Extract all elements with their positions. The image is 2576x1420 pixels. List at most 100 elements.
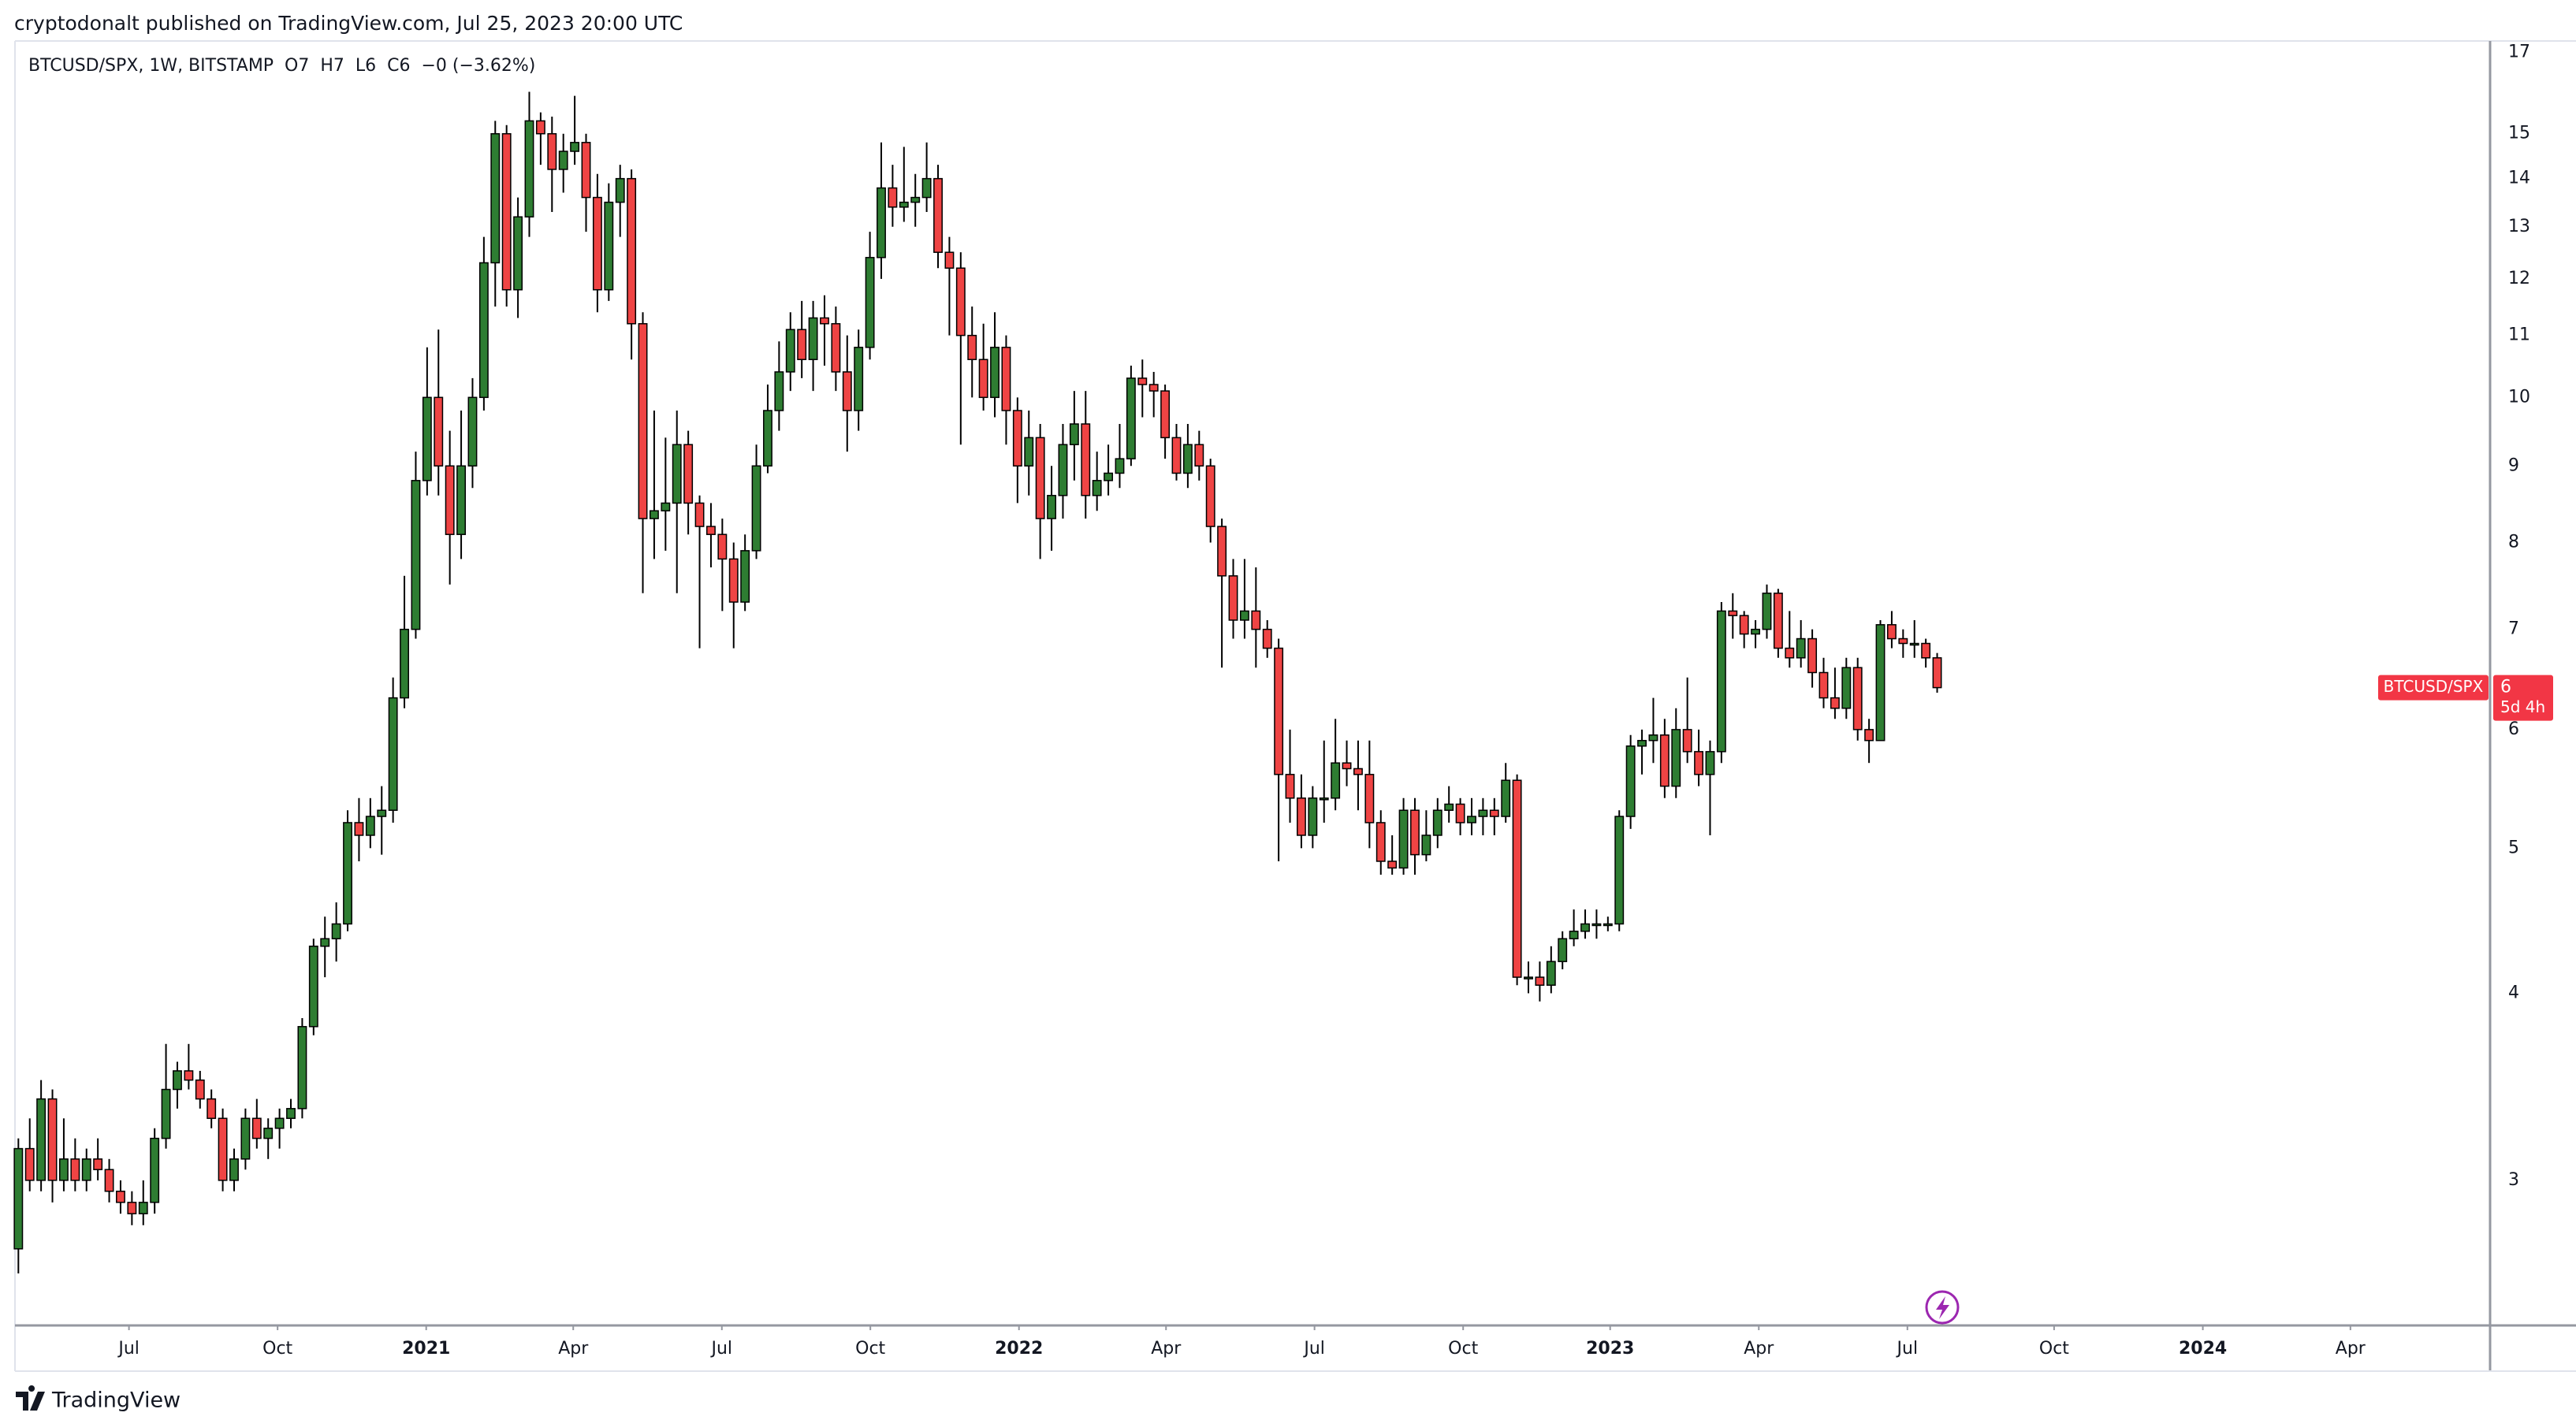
candle-body <box>570 142 580 152</box>
candle-body <box>513 216 523 291</box>
candle-body <box>1035 437 1045 519</box>
candle-body <box>865 257 875 348</box>
candle-body <box>1171 437 1182 474</box>
x-tick-label: Apr <box>558 1339 589 1359</box>
candle-body <box>1818 671 1829 699</box>
candle-body <box>1830 697 1840 709</box>
candle-body <box>581 142 591 199</box>
candle-body <box>1512 779 1522 978</box>
candle-body <box>1648 734 1658 742</box>
candle-body <box>1205 465 1215 527</box>
last-price-box <box>2493 675 2553 721</box>
candle-body <box>1694 751 1703 775</box>
candle-body <box>1716 610 1726 753</box>
candle-body <box>1160 390 1171 439</box>
candle-body <box>1251 610 1261 630</box>
candle-body <box>1387 861 1398 869</box>
candle-body <box>1625 745 1636 817</box>
x-tick-label: 2022 <box>995 1339 1043 1359</box>
candle-body <box>445 465 455 535</box>
events-icon-bolt[interactable] <box>1936 1296 1949 1319</box>
candle-body <box>638 323 648 519</box>
candle-body <box>1569 931 1579 939</box>
candle-body <box>1501 779 1511 817</box>
candle-body <box>1614 816 1625 925</box>
candle-body <box>1591 923 1602 927</box>
candle-body <box>1637 739 1647 747</box>
candle-body <box>1319 797 1329 801</box>
x-tick-label: Oct <box>2039 1339 2069 1359</box>
candle-body <box>400 628 409 699</box>
candle-body <box>1489 809 1499 817</box>
candle-body <box>331 923 341 939</box>
x-tick-label: Apr <box>1744 1339 1774 1359</box>
y-tick-label: 17 <box>2508 42 2530 61</box>
candle-body <box>1239 610 1249 621</box>
candle-body <box>1444 803 1454 811</box>
last-price-tag <box>2378 675 2489 701</box>
candle-body <box>1148 384 1159 392</box>
candles <box>13 91 1942 1273</box>
candle-body <box>434 396 444 467</box>
candle-body <box>672 444 682 504</box>
candle-body <box>1478 809 1488 817</box>
candle-body <box>467 396 478 467</box>
publisher-line: cryptodonalt published on TradingView.co… <box>14 12 683 35</box>
candle-body <box>1081 423 1091 496</box>
x-tick-label: Apr <box>1151 1339 1182 1359</box>
candle-body <box>1126 377 1136 459</box>
y-tick-label: 6 <box>2508 719 2519 739</box>
candle-body <box>24 1147 35 1181</box>
candle-body <box>1728 610 1738 616</box>
candle-body <box>81 1158 91 1181</box>
candle-body <box>13 1147 24 1250</box>
events-icon[interactable] <box>1925 1290 1960 1325</box>
candle-body <box>1410 809 1420 856</box>
candle-body <box>1104 472 1114 481</box>
candle-body <box>1796 638 1806 659</box>
candle-body <box>377 809 387 817</box>
y-tick-label: 13 <box>2508 217 2530 236</box>
x-tick-label: Oct <box>855 1339 885 1359</box>
candle-body <box>1751 628 1761 635</box>
candle-body <box>627 177 637 325</box>
candle-body <box>1092 480 1102 496</box>
x-tick-label: Apr <box>2336 1339 2366 1359</box>
candle-body <box>184 1070 194 1081</box>
x-tick-label: Jul <box>117 1339 140 1359</box>
candle-body <box>1932 657 1942 689</box>
candle-body <box>888 187 898 208</box>
candle-body <box>1659 734 1670 787</box>
candle-body <box>774 371 784 411</box>
candle-body <box>683 444 694 504</box>
last-price-value: 6 <box>2500 678 2511 697</box>
candle-body <box>490 132 501 264</box>
candle-body <box>1467 816 1476 823</box>
candle-body <box>899 201 909 208</box>
y-tick-label: 15 <box>2508 124 2530 143</box>
candle-body <box>501 132 512 291</box>
candle-body <box>877 187 886 258</box>
candle-body <box>1398 809 1409 869</box>
candle-body <box>1535 976 1545 986</box>
y-tick-label: 5 <box>2508 838 2519 857</box>
candle-body <box>354 822 364 836</box>
candle-body <box>649 510 659 519</box>
candle-body <box>1331 762 1341 799</box>
candle-body <box>1024 437 1034 467</box>
candle-body <box>558 151 568 170</box>
candle-body <box>615 177 625 203</box>
candle-body <box>1875 624 1885 742</box>
candle-body <box>1285 774 1295 799</box>
last-price-countdown: 5d 4h <box>2500 697 2545 716</box>
candle-body <box>1342 762 1352 770</box>
candle-body <box>1375 822 1386 862</box>
candle-body <box>1852 667 1863 730</box>
candle-body <box>535 120 545 135</box>
candle-body <box>297 1026 307 1110</box>
candle-body <box>263 1128 274 1139</box>
x-tick-label: 2023 <box>1586 1339 1634 1359</box>
candle-body <box>797 329 807 360</box>
candle-body <box>388 697 398 811</box>
